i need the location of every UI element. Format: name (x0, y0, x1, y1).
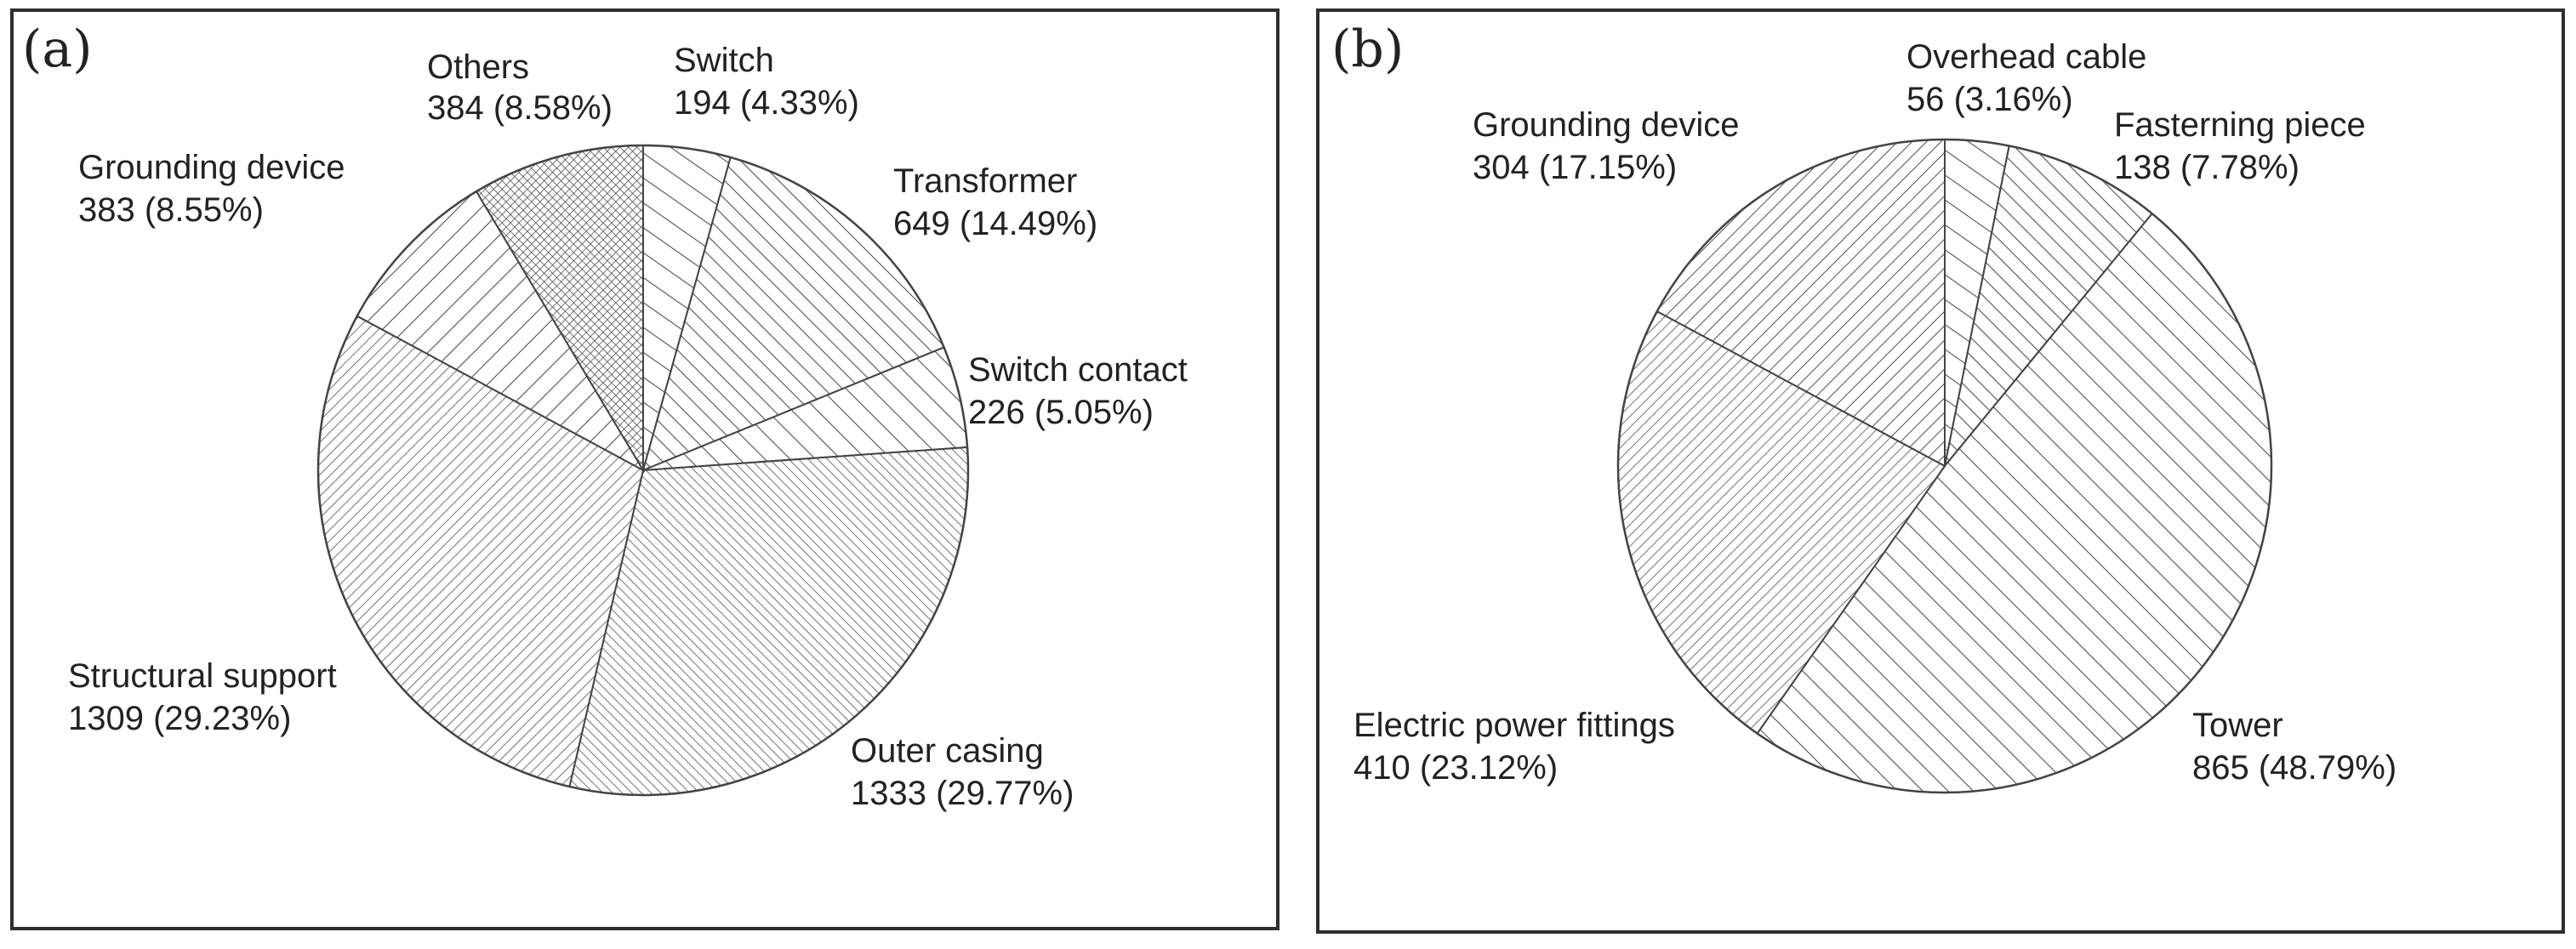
pie-chart-b: (b) Overhead cable 56 (3.16%) Fasterning… (1331, 20, 2396, 794)
pie-a-pie-outline (316, 144, 970, 797)
pie-chart-panel-b: (b) Overhead cable 56 (3.16%) Fasterning… (1316, 9, 2565, 934)
slice-label-overhead-cable: Overhead cable (1906, 38, 2146, 76)
slice-value-tower: 865 (48.79%) (2192, 749, 2396, 787)
slice-value-electric-power-fittings: 410 (23.12%) (1354, 749, 1558, 787)
slice-label-electric-power-fittings: Electric power fittings (1354, 707, 1675, 744)
slice-label-others: Others (427, 48, 529, 86)
slice-label-outer-casing: Outer casing (851, 732, 1044, 770)
slice-value-grounding-device: 383 (8.55%) (78, 191, 264, 229)
slice-value-switch-contact: 226 (5.05%) (968, 394, 1154, 431)
slice-value-structural-support: 1309 (29.23%) (68, 700, 291, 737)
slice-label-structural-support: Structural support (68, 657, 337, 695)
slice-label-grounding-device-b: Grounding device (1473, 106, 1740, 144)
pie-a-slices (316, 144, 970, 797)
slice-value-fasterning-piece: 138 (7.78%) (2114, 149, 2300, 186)
slice-label-switch-contact: Switch contact (968, 351, 1188, 389)
slice-value-others: 384 (8.58%) (427, 89, 613, 127)
slice-label-switch: Switch (674, 42, 774, 79)
panel-label-b: (b) (1331, 20, 1404, 79)
slice-label-transformer: Transformer (893, 162, 1077, 200)
pie-chart-panel-a: (a) Others 384 (8.58%) Switch 194 (4.33%… (10, 9, 1279, 930)
slice-label-tower: Tower (2192, 707, 2283, 744)
panel-label-a: (a) (22, 20, 93, 79)
slice-value-outer-casing: 1333 (29.77%) (851, 775, 1074, 812)
slice-value-overhead-cable: 56 (3.16%) (1906, 81, 2073, 118)
slice-label-grounding-device: Grounding device (78, 149, 345, 186)
slice-label-fasterning-piece: Fasterning piece (2114, 106, 2366, 144)
slice-value-transformer: 649 (14.49%) (893, 205, 1097, 242)
pie-chart-a: (a) Others 384 (8.58%) Switch 194 (4.33%… (22, 20, 1188, 812)
slice-value-grounding-device-b: 304 (17.15%) (1473, 149, 1677, 186)
pie-b-slices (1616, 138, 2273, 794)
pie-b-pie-outline (1616, 138, 2273, 794)
slice-value-switch: 194 (4.33%) (674, 84, 859, 122)
